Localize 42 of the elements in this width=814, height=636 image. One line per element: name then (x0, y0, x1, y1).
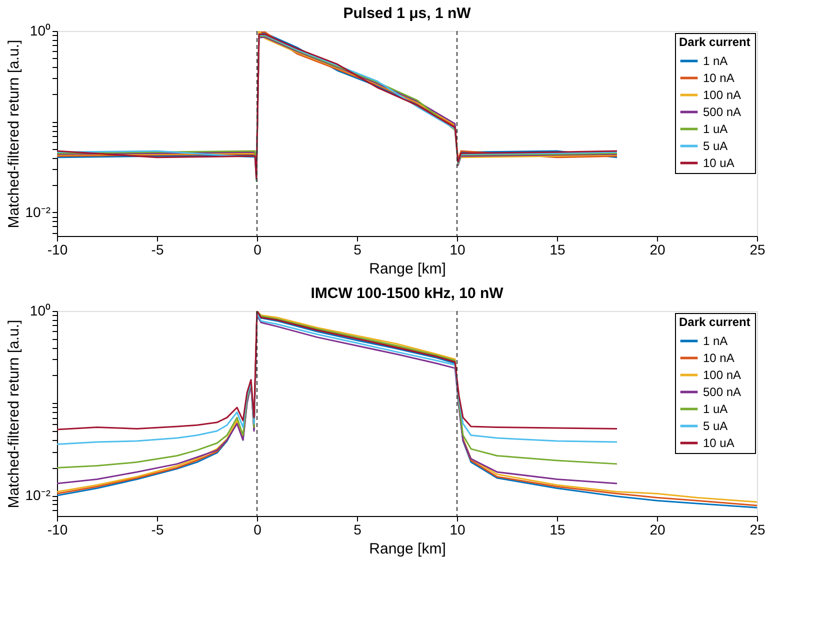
x-tick-label: 25 (750, 522, 766, 538)
x-tick-label: 10 (450, 522, 466, 538)
legend-label: 1 nA (703, 54, 728, 68)
y-tick-label: 10⁰ (30, 302, 50, 318)
legend-label: 10 nA (703, 71, 734, 85)
x-tick-label: 5 (354, 522, 362, 538)
legend-label: 1 uA (703, 122, 728, 136)
chart-title: Pulsed 1 μs, 1 nW (343, 5, 472, 22)
x-tick-label: -5 (151, 242, 164, 258)
x-tick-label: 10 (450, 242, 466, 258)
y-tick-label: 10⁻² (25, 204, 51, 220)
x-tick-label: 0 (254, 242, 262, 258)
x-tick-label: 15 (550, 522, 566, 538)
x-tick-label: 5 (354, 242, 362, 258)
chart-title: IMCW 100-1500 kHz, 10 nW (310, 285, 504, 302)
x-tick-label: 0 (254, 522, 262, 538)
x-axis-title: Range [km] (369, 540, 446, 558)
y-axis-title: Matched-filtered return [a.u.] (5, 40, 22, 228)
x-tick-label: 25 (750, 242, 766, 258)
legend-title: Dark current (679, 35, 750, 49)
legend-label: 100 nA (703, 368, 742, 382)
legend-label: 10 nA (703, 351, 734, 365)
legend-label: 1 nA (703, 334, 728, 348)
legend-label: 10 uA (703, 156, 734, 170)
x-tick-label: -5 (151, 522, 164, 538)
legend-label: 500 nA (703, 105, 742, 119)
legend-title: Dark current (679, 315, 750, 329)
x-tick-label: -10 (47, 242, 68, 258)
y-axis-title: Matched-filtered return [a.u.] (5, 320, 22, 508)
x-axis-title: Range [km] (369, 260, 446, 278)
x-tick-label: -10 (47, 522, 68, 538)
legend-label: 10 uA (703, 436, 734, 450)
legend-label: 500 nA (703, 385, 742, 399)
legend-label: 100 nA (703, 88, 742, 102)
y-tick-label: 10⁻² (25, 487, 51, 504)
legend-label: 5 uA (703, 419, 728, 433)
y-tick-label: 10⁰ (30, 22, 50, 38)
x-tick-label: 15 (550, 242, 566, 258)
x-tick-label: 20 (650, 522, 666, 538)
x-tick-label: 20 (650, 242, 666, 258)
legend-label: 5 uA (703, 139, 728, 153)
legend-label: 1 uA (703, 402, 728, 416)
